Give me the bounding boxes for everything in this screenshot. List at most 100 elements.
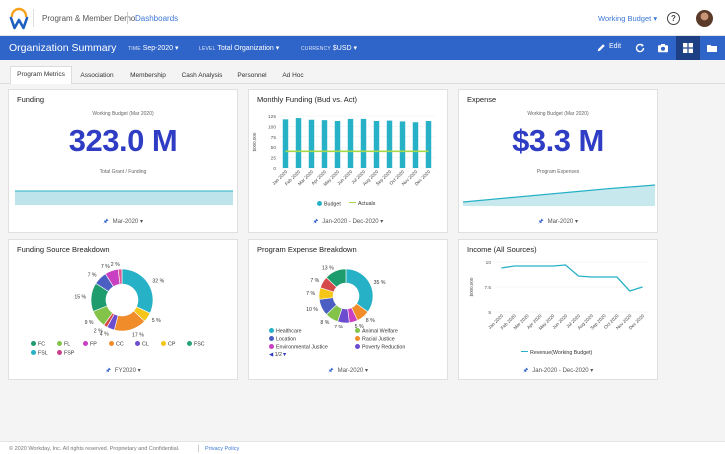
page-footer: © 2020 Workday, Inc. All rights reserved…: [0, 441, 725, 454]
legend-label: FC: [38, 341, 46, 348]
legend-item[interactable]: Healthcare: [269, 328, 302, 335]
donut-slice: [117, 268, 123, 285]
bar-budget: [412, 122, 419, 168]
caret-down-icon: ▾: [275, 45, 280, 52]
legend-actuals[interactable]: Actuals: [349, 201, 375, 207]
donut-slice: [121, 268, 154, 314]
period-selector[interactable]: 🖈 Jan-2020 - Dec-2020 ▾: [459, 366, 657, 376]
legend-label: FSC: [194, 341, 205, 348]
slice-label: 15 %: [74, 295, 86, 301]
legend-swatch: [269, 344, 274, 349]
prev-page-icon[interactable]: ◀: [269, 352, 274, 358]
edit-button[interactable]: Edit: [609, 43, 622, 50]
card-title: Funding Source Breakdown: [17, 245, 110, 254]
legend-item[interactable]: Location: [269, 336, 296, 343]
filter-key: LEVEL: [199, 46, 216, 52]
program-expense-donut: 35 %8 %5 %7 %8 %10 %7 %7 %13 %: [306, 266, 386, 328]
bar-budget: [386, 120, 393, 168]
legend-item[interactable]: FSL: [31, 350, 48, 357]
income-card: Income (All Sources) 5 7.5 10 $000,000 Jan 2…: [458, 239, 658, 380]
y-tick-label: 125: [268, 114, 276, 120]
tab-ad-hoc[interactable]: Ad Hoc: [282, 72, 304, 79]
avatar[interactable]: [696, 10, 713, 27]
tab-association[interactable]: Association: [80, 72, 114, 79]
filter-key: TIME: [128, 46, 141, 52]
pin-icon: 🖈: [522, 368, 529, 374]
legend-label: FL: [64, 341, 71, 348]
legend-swatch: [269, 328, 274, 333]
folder-icon[interactable]: [706, 42, 718, 54]
legend-swatch: [355, 344, 360, 349]
tab-program-metrics[interactable]: Program Metrics: [10, 66, 72, 84]
layout-toggle-active[interactable]: [676, 36, 700, 60]
funding-value: 323.0 M: [68, 123, 178, 158]
legend-swatch: [269, 336, 274, 341]
legend-pager[interactable]: ◀ 1/2▼: [269, 352, 287, 358]
legend-item[interactable]: FL: [57, 341, 70, 348]
privacy-policy-link[interactable]: Privacy Policy: [205, 446, 240, 452]
legend-item[interactable]: FSP: [57, 350, 74, 357]
period-label: Jan-2020 - Dec-2020: [532, 368, 589, 374]
tab-cash-analysis[interactable]: Cash Analysis: [181, 72, 223, 79]
legend-budget[interactable]: Budget: [317, 201, 341, 208]
currency-filter[interactable]: CURRENCY $USD ▾: [301, 44, 357, 52]
legend-item[interactable]: FP: [83, 341, 97, 348]
help-icon[interactable]: ?: [667, 12, 680, 25]
period-selector[interactable]: 🖈 FY2020 ▾: [9, 366, 237, 376]
legend-item[interactable]: CC: [109, 341, 124, 348]
period-selector[interactable]: 🖈 Jan-2020 - Dec-2020 ▾: [249, 217, 447, 227]
slice-label: 35 %: [374, 280, 386, 286]
y-tick-label: 25: [271, 156, 277, 162]
card-caption: Total Grant / Funding: [99, 169, 147, 175]
legend-item[interactable]: FC: [31, 341, 45, 348]
tab-personnel[interactable]: Personnel: [237, 72, 267, 79]
context-selector-label: Working Budget: [598, 14, 652, 23]
dashboard-canvas: Funding Working Budget (Mar 2020) 323.0 …: [0, 84, 725, 441]
filter-key: CURRENCY: [301, 46, 331, 52]
period-selector[interactable]: 🖈 Mar-2020 ▾: [459, 217, 657, 227]
y-tick-label: 100: [268, 124, 276, 130]
y-tick-label: 10: [486, 260, 492, 266]
context-selector[interactable]: Working Budget ▾: [598, 14, 657, 23]
legend-label: CL: [142, 341, 149, 348]
period-selector[interactable]: 🖈 Mar-2020 ▾: [249, 366, 447, 376]
legend-revenue[interactable]: Revenue(Working Budget): [521, 350, 592, 356]
bar-budget: [282, 119, 289, 168]
legend-label: Racial Justice: [362, 336, 395, 343]
legend-label: FSL: [38, 350, 48, 357]
next-page-icon[interactable]: ▼: [281, 352, 288, 358]
legend-item[interactable]: Animal Welfare: [355, 328, 398, 335]
refresh-icon[interactable]: [634, 42, 646, 54]
card-subtitle: Working Budget (Mar 2020): [527, 111, 589, 117]
legend-item[interactable]: Poverty Reduction: [355, 344, 405, 351]
legend-item[interactable]: Racial Justice: [355, 336, 395, 343]
time-filter[interactable]: TIME Sep-2020 ▾: [128, 44, 179, 52]
filter-value: Sep-2020: [142, 45, 174, 52]
program-expense-legend: Healthcare Animal Welfare Location Racial J…: [249, 328, 449, 352]
slice-label: 7 %: [88, 273, 97, 279]
workday-logo[interactable]: [7, 7, 31, 31]
period-selector[interactable]: 🖈 Mar-2020 ▾: [9, 217, 237, 227]
slice-label: 7 %: [306, 291, 315, 297]
expense-value: $3.3 M: [512, 123, 604, 158]
legend-item[interactable]: FSC: [187, 341, 205, 348]
legend-label: CP: [168, 341, 176, 348]
level-filter[interactable]: LEVEL Total Organization ▾: [199, 44, 279, 52]
period-label: Jan-2020 - Dec-2020: [322, 219, 379, 225]
legend-item[interactable]: CL: [135, 341, 149, 348]
caret-down-icon: ▾: [353, 45, 358, 52]
legend-item[interactable]: CP: [161, 341, 175, 348]
divider: [127, 12, 128, 24]
slice-label: 17 %: [132, 333, 144, 339]
expense-trend-area: [463, 184, 655, 206]
card-title: Expense: [467, 95, 497, 104]
y-tick-label: 75: [271, 135, 277, 141]
slice-label: 4 %: [100, 331, 109, 337]
legend-item[interactable]: Environmental Justice: [269, 344, 328, 351]
legend-label: Budget: [324, 201, 341, 208]
pencil-icon[interactable]: [596, 43, 606, 53]
camera-icon[interactable]: [657, 42, 669, 54]
slice-label: 10 %: [306, 307, 318, 313]
tab-membership[interactable]: Membership: [130, 72, 166, 79]
breadcrumb-dashboards[interactable]: Dashboards: [135, 14, 179, 23]
